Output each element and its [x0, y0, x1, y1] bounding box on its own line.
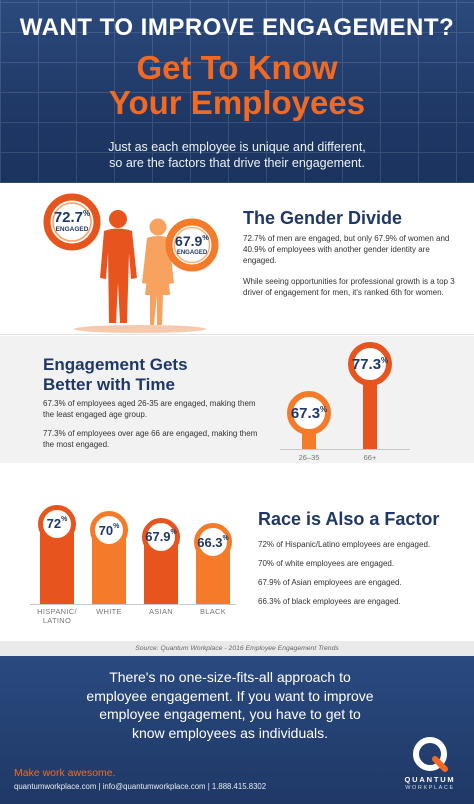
- chart-value-circle: 77.3%: [348, 342, 392, 386]
- men-value-unit: %: [83, 209, 91, 218]
- quantum-workplace-logo[interactable]: QUANTUM WORKPLACE: [395, 733, 465, 793]
- logo-subword: WORKPLACE: [405, 785, 455, 791]
- chart-value-circle: 66.3%: [194, 523, 232, 561]
- chart-data-unit: %: [381, 355, 389, 365]
- chart-tick-label: WHITE: [87, 607, 131, 616]
- footer-message-4: know employees as individuals.: [131, 724, 329, 741]
- race-title: Race is Also a Factor: [258, 509, 440, 529]
- gender-section: 72.7% ENGAGED 67.9% ENGAGED The Gender D…: [0, 183, 474, 335]
- women-value: 67.9% ENGAGED: [173, 233, 211, 256]
- headline-line-2: Your Employees: [108, 84, 366, 121]
- contact-links[interactable]: quantumworkplace.com | info@quantumworkp…: [14, 782, 267, 791]
- men-engaged-label: ENGAGED: [55, 226, 89, 233]
- women-circle: [165, 218, 219, 272]
- header-subtitle-1: Just as each employee is unique and diff…: [108, 140, 366, 154]
- headline-line-1: Get To Know: [136, 49, 338, 86]
- chart-data-label: 77.3%: [351, 355, 389, 373]
- quantum-logo-icon: [413, 737, 448, 772]
- time-text-2: 77.3% of employees over age 66 are engag…: [43, 429, 258, 449]
- race-text-2: 70% of white employees are engaged.: [258, 559, 395, 568]
- chart-data-label: 70%: [98, 522, 120, 538]
- chart-tick-line: 26–35: [298, 453, 320, 462]
- header-subtitle-2: so are the factors that drive their enga…: [109, 156, 365, 170]
- chart-data-unit: %: [222, 534, 229, 542]
- chart-value-circle: 72%: [38, 504, 76, 543]
- chart-tick-label: 66+: [348, 453, 392, 462]
- time-title-line-1: Engagement Gets: [43, 355, 188, 374]
- race-text-1: 72% of Hispanic/Latino employees are eng…: [258, 540, 431, 549]
- time-title-line-2: Better with Time: [43, 375, 175, 394]
- chart-tick-label: 26–35: [287, 453, 331, 462]
- chart-tick-line: BLACK: [199, 607, 227, 616]
- women-engaged-label: ENGAGED: [176, 250, 208, 256]
- footer-message-3: employee engagement, you have to get to: [99, 706, 361, 722]
- men-circle: [43, 193, 101, 251]
- header-title: WANT TO IMPROVE ENGAGEMENT?: [19, 14, 455, 41]
- women-value-unit: %: [202, 233, 209, 242]
- chart-value-circle: 70%: [90, 511, 128, 550]
- race-section: Race is Also a Factor 72% of Hispanic/La…: [0, 463, 474, 641]
- chart-data-unit: %: [320, 404, 328, 414]
- chart-tick-line: 66+: [363, 453, 377, 462]
- chart-data-label: 72%: [46, 516, 68, 532]
- gender-text-1: 72.7% of men are engaged, but only 67.9%…: [243, 234, 450, 265]
- age-chart-axis: [280, 449, 410, 450]
- woman-silhouette-icon: [142, 218, 174, 325]
- building-background: [0, 0, 474, 183]
- ground-shadow: [74, 325, 206, 333]
- chart-value-circle: 67.9%: [142, 517, 180, 556]
- chart-tick-line: HISPANIC/: [37, 607, 77, 616]
- chart-tick-label: HISPANIC/LATINO: [35, 607, 79, 625]
- men-value-number: 72.7: [53, 209, 84, 226]
- women-value-number: 67.9: [175, 233, 203, 249]
- footer-message-2: employee engagement. If you want to impr…: [86, 687, 374, 704]
- chart-data-unit: %: [113, 522, 120, 530]
- race-chart-axis: [30, 604, 236, 605]
- race-text-4: 66.3% of black employees are engaged.: [258, 597, 401, 606]
- header-banner: WANT TO IMPROVE ENGAGEMENT? Get To Know …: [0, 0, 474, 183]
- chart-value-circle: 67.3%: [287, 391, 331, 435]
- time-title: Engagement Gets Better with Time: [43, 355, 188, 395]
- silhouettes-illustration: [43, 193, 219, 333]
- chart-tick-line: WHITE: [96, 607, 122, 616]
- men-value: 72.7% ENGAGED: [52, 209, 92, 233]
- tagline: Make work awesome.: [14, 767, 116, 779]
- chart-tick-label: ASIAN: [139, 607, 183, 616]
- chart-tick-line: LATINO: [42, 616, 72, 625]
- gender-text-2: While seeing opportunities for professio…: [243, 277, 455, 297]
- time-section: Engagement Gets Better with Time 67.3% o…: [0, 336, 474, 463]
- source-note: Source: Quantum Workplace - 2016 Employe…: [0, 641, 474, 656]
- chart-data-label: 67.9%: [145, 529, 177, 545]
- chart-tick-label: BLACK: [191, 607, 235, 616]
- chart-data-unit: %: [61, 516, 68, 524]
- man-silhouette-icon: [100, 210, 137, 323]
- gender-title: The Gender Divide: [243, 208, 403, 228]
- footer-message-1: There's no one-size-fits-all approach to: [109, 669, 351, 685]
- chart-tick-line: ASIAN: [148, 607, 173, 616]
- footer: There's no one-size-fits-all approach to…: [0, 656, 474, 804]
- race-text-3: 67.9% of Asian employees are engaged.: [258, 578, 402, 587]
- logo-wordmark: QUANTUM: [404, 775, 456, 784]
- chart-data-label: 66.3%: [197, 534, 229, 550]
- chart-data-label: 67.3%: [290, 404, 328, 422]
- chart-data-unit: %: [170, 529, 177, 537]
- time-text-1: 67.3% of employees aged 26-35 are engage…: [43, 399, 256, 419]
